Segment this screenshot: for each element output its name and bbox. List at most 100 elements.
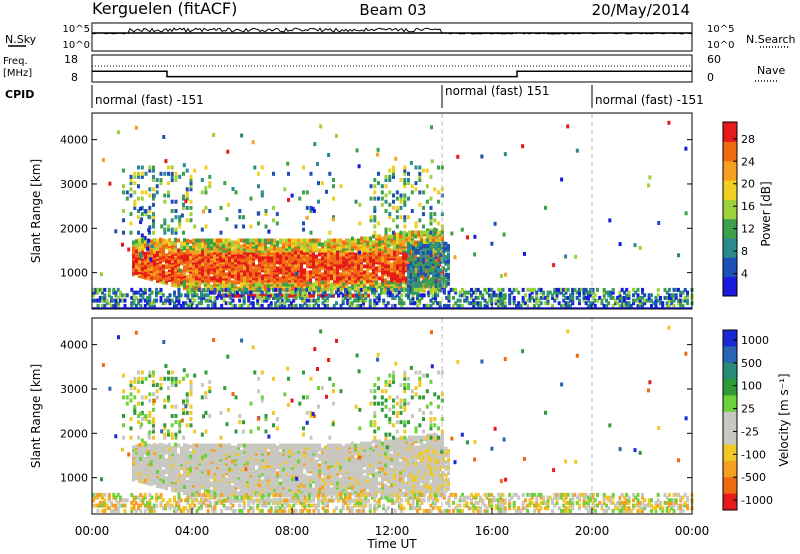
power-cell-3400 (490, 298, 494, 303)
power-cell-465 (204, 244, 207, 249)
power-cell-3227 (364, 290, 368, 295)
power-cell-2504 (373, 184, 377, 189)
power-cell-3371 (472, 301, 476, 306)
power-cell-317 (183, 246, 186, 251)
power-cell-3078 (260, 303, 264, 308)
velocity-cell-175 (162, 479, 165, 484)
velocity-cell-317 (183, 451, 186, 456)
power-cell-1306 (321, 280, 324, 285)
velocity-cell-322 (186, 489, 189, 494)
power-cell-3575 (605, 298, 608, 303)
power-cell-2994 (193, 290, 197, 295)
power-colorbar-band-8 (723, 122, 737, 142)
velocity-cell-176 (162, 475, 165, 480)
power-cell-3323 (434, 295, 437, 300)
power-cell-3677 (672, 295, 676, 300)
power-cell-3167 (321, 290, 325, 295)
power-cell-2456 (260, 190, 264, 195)
velocity-cell-829 (255, 487, 258, 492)
power-cell-1210 (306, 260, 309, 265)
power-cell-3229 (368, 303, 372, 308)
power-cell-3441 (512, 287, 516, 292)
power-cell-2781 (434, 261, 438, 266)
power-cell-2710 (419, 246, 423, 251)
power-cell-1858 (396, 260, 399, 265)
power-cell-3247 (382, 301, 386, 306)
power-cell-3165 (321, 295, 325, 300)
power-cell-2431 (204, 224, 208, 229)
power-cell-1747 (381, 250, 384, 255)
power-cell-2822 (444, 281, 448, 286)
power-cell-1324 (324, 284, 327, 289)
power-cell-3455 (526, 298, 530, 303)
power-cell-1812 (390, 262, 393, 267)
power-cell-2865 (103, 303, 107, 308)
power-cell-3237 (373, 293, 377, 298)
power-cell-3651 (654, 295, 658, 300)
noise-left-tick-bottom: 10^0 (63, 40, 90, 51)
power-cell-3429 (503, 301, 507, 306)
power-cell-3109 (278, 287, 282, 292)
power-cell-3280 (407, 293, 410, 298)
velocity-cell-910 (264, 443, 267, 448)
power-cell-1321 (321, 242, 324, 247)
power-cell-3301 (416, 287, 419, 292)
power-cell-2942 (155, 293, 158, 298)
velocity-cell-325 (186, 479, 189, 484)
power-cell-2611 (437, 199, 440, 204)
power-cell-3067 (249, 290, 253, 295)
power-cell-2973 (179, 303, 183, 308)
power-cell-3215 (357, 287, 361, 292)
power-cell-474 (207, 274, 210, 279)
power-cell-1178 (303, 288, 306, 293)
power-cell-2554 (403, 218, 407, 223)
power-cell-3186 (339, 290, 343, 295)
power-cell-2705 (419, 266, 423, 271)
power-cell-3194 (344, 287, 347, 292)
power-cell-2875 (107, 287, 111, 292)
power-cell-1606 (363, 280, 366, 285)
power-cell-3612 (627, 301, 631, 306)
power-cell-2960 (173, 303, 176, 308)
power-cell-3245 (380, 290, 383, 295)
power-cell-3116 (285, 298, 289, 303)
power-cell-2849 (92, 287, 95, 292)
power-cell-2393 (174, 227, 178, 232)
power-cell-2741 (427, 261, 430, 266)
velocity-cell-845 (255, 443, 258, 448)
power-cell-1149 (297, 254, 300, 259)
power-cell-3413 (497, 293, 500, 298)
power-cell-3192 (344, 295, 347, 300)
power-cell-2847 (92, 293, 95, 298)
power-cell-2267 (279, 293, 283, 298)
power-cell-3472 (537, 303, 541, 308)
power-cell-3342 (449, 287, 453, 292)
power-cell-2859 (98, 287, 102, 292)
power-cell-3589 (616, 301, 620, 306)
power-cell-3668 (668, 295, 671, 300)
power-cell-2273 (294, 293, 298, 298)
power-cell-2621 (139, 254, 143, 259)
power-cell-3196 (346, 298, 350, 303)
velocity-cell-1002 (279, 481, 282, 486)
power-cell-3144 (303, 290, 307, 295)
power-cell-3426 (501, 293, 505, 298)
power-cell-2857 (98, 298, 102, 303)
power-cell-776 (246, 238, 249, 243)
power-cell-2764 (432, 281, 435, 286)
power-cell-3399 (490, 301, 494, 306)
power-cell-3765 (357, 164, 361, 169)
power-cell-202 (165, 239, 168, 244)
power-cell-1627 (366, 274, 369, 279)
power-cell-2465 (275, 212, 279, 217)
power-cell-3595 (618, 290, 622, 295)
power-cell-3290 (411, 293, 415, 298)
power-cell-3202 (348, 290, 352, 295)
power-cell-3384 (479, 293, 482, 298)
power-cell-2702 (419, 272, 423, 277)
power-cell-2914 (137, 290, 140, 295)
power-cell-3639 (643, 293, 647, 298)
power-cell-3541 (582, 290, 586, 295)
power-cell-2166 (432, 238, 435, 243)
power-cell-2814 (442, 259, 445, 264)
